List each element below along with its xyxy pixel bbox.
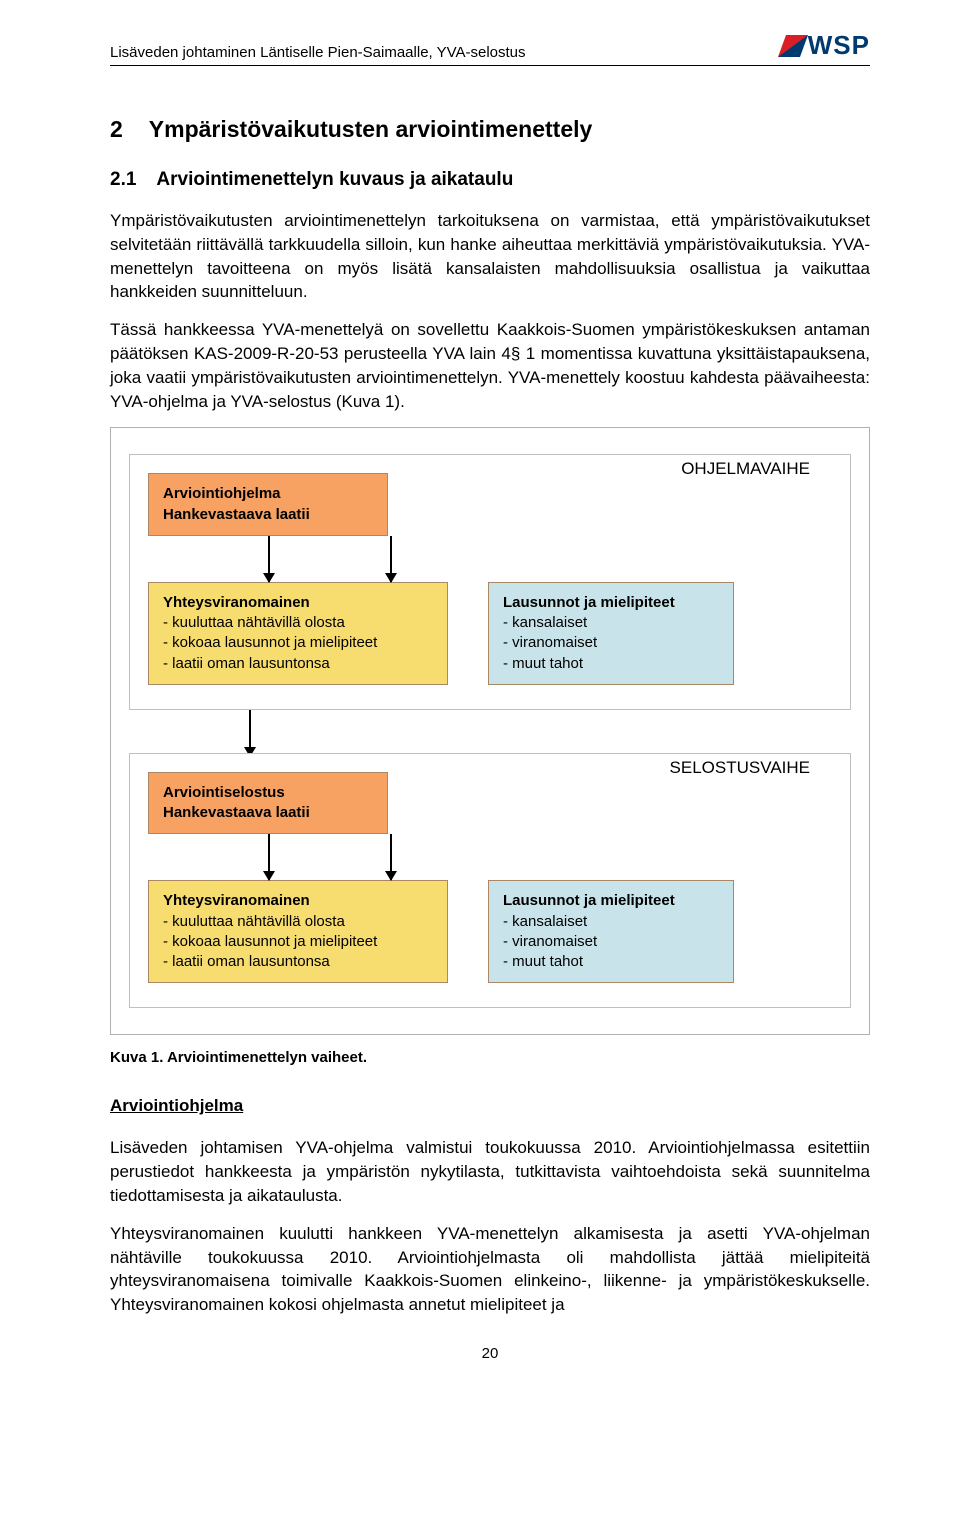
node3-b1: - kansalaiset [503, 613, 719, 633]
page-header: Lisäveden johtaminen Läntiselle Pien-Sai… [110, 30, 870, 66]
wsp-logo: WSP [782, 30, 870, 61]
node5-b3: - laatii oman lausuntonsa [163, 952, 433, 972]
node-arviointiohjelma: Arviointiohjelma Hankevastaava laatii [148, 473, 388, 536]
subsection-heading: 2.1 Arviointimenettelyn kuvaus ja aikata… [110, 169, 870, 191]
subsection-number: 2.1 [110, 169, 136, 191]
node5-b1: - kuuluttaa nähtävillä olosta [163, 912, 433, 932]
node-yhteysviranomainen-2: Yhteysviranomainen - kuuluttaa nähtävill… [148, 880, 448, 983]
node2-title: Yhteysviranomainen [163, 593, 433, 613]
node3-b2: - viranomaiset [503, 633, 719, 653]
node2-b2: - kokoaa lausunnot ja mielipiteet [163, 633, 433, 653]
arrow-down-icon [390, 536, 392, 582]
subsection-title: Arviointimenettelyn kuvaus ja aikataulu [156, 169, 513, 191]
logo-mark-icon [778, 35, 808, 57]
node1-line2: Hankevastaava laatii [163, 505, 373, 525]
arrow-down-icon [268, 834, 270, 880]
node-lausunnot-2: Lausunnot ja mielipiteet - kansalaiset -… [488, 880, 734, 983]
subheading-arviointiohjelma: Arviointiohjelma [110, 1096, 870, 1116]
node6-b3: - muut tahot [503, 952, 719, 972]
node4-line2: Hankevastaava laatii [163, 803, 373, 823]
node3-title: Lausunnot ja mielipiteet [503, 593, 719, 613]
phase-2-label: SELOSTUSVAIHE [670, 758, 810, 778]
node6-b2: - viranomaiset [503, 932, 719, 952]
node3-b3: - muut tahot [503, 654, 719, 674]
paragraph-2: Tässä hankkeessa YVA-menettelyä on sovel… [110, 318, 870, 413]
process-diagram: OHJELMAVAIHE Arviointiohjelma Hankevasta… [110, 427, 870, 1035]
logo-text: WSP [808, 30, 870, 61]
node-lausunnot-1: Lausunnot ja mielipiteet - kansalaiset -… [488, 582, 734, 685]
node2-b1: - kuuluttaa nähtävillä olosta [163, 613, 433, 633]
node5-b2: - kokoaa lausunnot ja mielipiteet [163, 932, 433, 952]
node6-title: Lausunnot ja mielipiteet [503, 891, 719, 911]
page-number: 20 [110, 1345, 870, 1362]
arrows-row-1 [268, 536, 832, 582]
paragraph-4: Yhteysviranomainen kuulutti hankkeen YVA… [110, 1222, 870, 1317]
phase-box-selostusvaihe: SELOSTUSVAIHE Arviointiselostus Hankevas… [129, 753, 851, 1009]
section-heading: 2 Ympäristövaikutusten arviointimenettel… [110, 116, 870, 143]
node1-line1: Arviointiohjelma [163, 484, 373, 504]
arrow-down-icon [249, 710, 251, 756]
arrow-down-icon [390, 834, 392, 880]
section-title: Ympäristövaikutusten arviointimenettely [149, 116, 593, 143]
arrows-row-2 [268, 834, 832, 880]
arrow-down-icon [268, 536, 270, 582]
node2-b3: - laatii oman lausuntonsa [163, 654, 433, 674]
figure-caption: Kuva 1. Arviointimenettelyn vaiheet. [110, 1049, 870, 1066]
paragraph-3: Lisäveden johtamisen YVA-ohjelma valmist… [110, 1136, 870, 1207]
node6-b1: - kansalaiset [503, 912, 719, 932]
doc-title: Lisäveden johtaminen Läntiselle Pien-Sai… [110, 44, 526, 61]
node-arviointiselostus: Arviointiselostus Hankevastaava laatii [148, 772, 388, 835]
node5-title: Yhteysviranomainen [163, 891, 433, 911]
paragraph-1: Ympäristövaikutusten arviointimenettelyn… [110, 209, 870, 304]
node-yhteysviranomainen-1: Yhteysviranomainen - kuuluttaa nähtävill… [148, 582, 448, 685]
phase-1-label: OHJELMAVAIHE [681, 459, 810, 479]
node4-line1: Arviointiselostus [163, 783, 373, 803]
between-phase-arrow [249, 710, 851, 754]
section-number: 2 [110, 116, 123, 143]
phase-box-ohjelmavaihe: OHJELMAVAIHE Arviointiohjelma Hankevasta… [129, 454, 851, 710]
